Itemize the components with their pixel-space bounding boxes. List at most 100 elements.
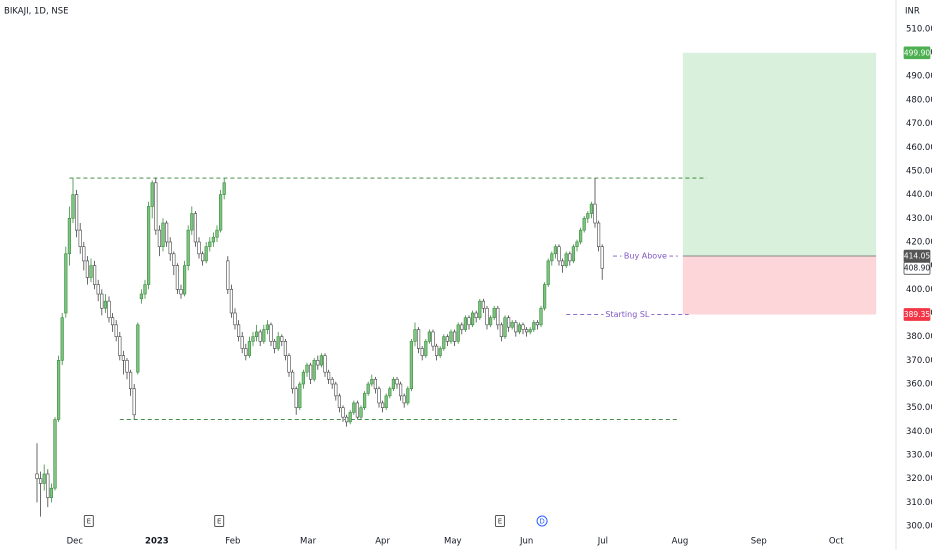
candle-body bbox=[330, 378, 334, 385]
candle-body bbox=[593, 203, 597, 224]
candle-body bbox=[229, 289, 234, 314]
candle-body bbox=[456, 324, 460, 342]
x-tick-label: Sep bbox=[751, 537, 767, 547]
candle-body bbox=[136, 324, 140, 373]
candle-body bbox=[434, 345, 439, 356]
candle-body bbox=[398, 383, 403, 397]
y-tick-label: 370.00 bbox=[906, 356, 932, 366]
candle-body bbox=[424, 341, 428, 356]
candle-body bbox=[237, 324, 241, 337]
candle-body bbox=[215, 229, 219, 238]
candle-body bbox=[265, 324, 270, 330]
earnings-marker bbox=[494, 515, 505, 527]
candle-body bbox=[344, 416, 349, 423]
candle-body bbox=[269, 324, 273, 342]
price-label: 414.05 bbox=[904, 252, 930, 261]
candle-body bbox=[377, 388, 381, 404]
y-tick-label: 510.00 bbox=[906, 24, 932, 34]
candle-body bbox=[373, 378, 378, 390]
event-label: E bbox=[217, 518, 221, 526]
candle-body bbox=[118, 336, 122, 356]
y-tick-label: 440.00 bbox=[906, 190, 932, 200]
candle-body bbox=[380, 402, 385, 408]
earnings-marker bbox=[214, 515, 225, 527]
candle-body bbox=[172, 253, 176, 266]
candle-body bbox=[255, 331, 259, 337]
candle-body bbox=[334, 383, 338, 397]
candle-body bbox=[60, 317, 64, 361]
candle-body bbox=[442, 336, 446, 349]
candle-body bbox=[384, 395, 388, 408]
candle-body bbox=[139, 293, 144, 300]
x-tick-label: Feb bbox=[225, 537, 240, 547]
price-label: 499.90 bbox=[904, 48, 930, 57]
candle-body bbox=[492, 307, 496, 319]
candle-body bbox=[78, 229, 82, 247]
candle-body bbox=[240, 336, 244, 349]
x-tick-label: 2023 bbox=[145, 537, 169, 547]
candle-body bbox=[222, 182, 226, 195]
candle-body bbox=[93, 265, 97, 285]
candle-body bbox=[503, 317, 507, 337]
candle-body bbox=[226, 260, 230, 290]
level-label-bg bbox=[603, 309, 652, 320]
candle-body bbox=[568, 253, 572, 262]
price-label: 408.90 bbox=[904, 264, 930, 273]
level-label: Buy Above bbox=[624, 252, 667, 261]
candle-body bbox=[496, 307, 500, 326]
candle-body bbox=[82, 246, 86, 262]
candle-body bbox=[323, 355, 327, 373]
candle-body bbox=[147, 206, 151, 285]
candle-body bbox=[370, 378, 374, 385]
candle-body bbox=[197, 241, 201, 255]
event-label: E bbox=[498, 518, 502, 526]
y-tick-label: 400.00 bbox=[906, 285, 932, 295]
y-tick-label: 350.00 bbox=[906, 403, 932, 413]
candle-body bbox=[517, 324, 521, 333]
candle-body bbox=[474, 312, 478, 319]
candle-body bbox=[190, 213, 194, 231]
candle-body bbox=[388, 388, 392, 397]
candle-body bbox=[416, 329, 421, 349]
earnings-marker bbox=[83, 515, 94, 527]
candle-body bbox=[578, 229, 583, 243]
candle-body bbox=[575, 241, 579, 247]
candle-body bbox=[272, 341, 277, 349]
candle-body bbox=[413, 329, 417, 342]
candle-body bbox=[262, 329, 266, 342]
candle-body bbox=[89, 265, 93, 278]
candle-body bbox=[42, 473, 46, 484]
candle-body bbox=[362, 393, 367, 408]
symbol-title: BIKAJI, 1D, NSE bbox=[4, 7, 68, 17]
candle-body bbox=[546, 260, 550, 285]
candle-body bbox=[125, 360, 129, 373]
candle-body bbox=[258, 331, 262, 342]
candle-body bbox=[564, 253, 568, 266]
candle-body bbox=[514, 322, 518, 333]
y-tick-label: 490.00 bbox=[906, 72, 932, 82]
candle-body bbox=[409, 341, 414, 390]
candle-body bbox=[280, 336, 284, 342]
candle-body bbox=[244, 348, 248, 356]
event-label: D bbox=[539, 518, 544, 526]
x-tick-label: Mar bbox=[300, 537, 317, 547]
candle-body bbox=[71, 194, 75, 219]
candle-body bbox=[337, 395, 342, 408]
candle-body bbox=[355, 402, 360, 418]
x-tick-label: Oct bbox=[829, 537, 844, 547]
candle-body bbox=[438, 348, 442, 356]
x-tick-label: Dec bbox=[67, 537, 84, 547]
candle-body bbox=[589, 203, 593, 214]
candle-body bbox=[359, 407, 363, 418]
candle-body bbox=[85, 260, 89, 278]
candle-body bbox=[129, 371, 133, 390]
dividend-marker bbox=[536, 515, 548, 527]
candle-body bbox=[341, 407, 345, 418]
candle-body bbox=[524, 329, 529, 333]
level-label: Starting SL bbox=[605, 310, 650, 319]
candle-body bbox=[294, 388, 298, 408]
candle-body bbox=[301, 371, 306, 385]
y-tick-label: 320.00 bbox=[906, 474, 932, 484]
candle-body bbox=[348, 412, 352, 423]
candle-body bbox=[481, 300, 486, 309]
